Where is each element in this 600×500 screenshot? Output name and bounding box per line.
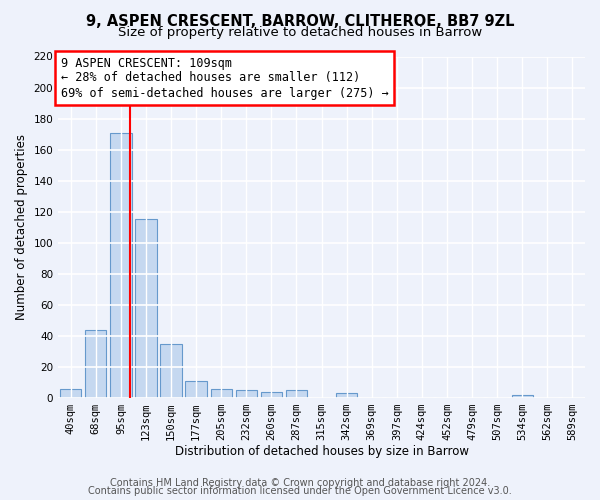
Bar: [136, 220, 157, 398]
Bar: [85, 330, 106, 398]
Text: 9 ASPEN CRESCENT: 109sqm
← 28% of detached houses are smaller (112)
69% of semi-: 9 ASPEN CRESCENT: 109sqm ← 28% of detach…: [61, 56, 388, 100]
Bar: [236, 390, 257, 398]
Bar: [286, 390, 307, 398]
Y-axis label: Number of detached properties: Number of detached properties: [15, 134, 28, 320]
Bar: [211, 388, 232, 398]
Bar: [60, 388, 82, 398]
Bar: [110, 132, 131, 398]
Text: Size of property relative to detached houses in Barrow: Size of property relative to detached ho…: [118, 26, 482, 39]
Text: Contains public sector information licensed under the Open Government Licence v3: Contains public sector information licen…: [88, 486, 512, 496]
X-axis label: Distribution of detached houses by size in Barrow: Distribution of detached houses by size …: [175, 444, 469, 458]
Bar: [185, 381, 207, 398]
Bar: [160, 344, 182, 398]
Text: Contains HM Land Registry data © Crown copyright and database right 2024.: Contains HM Land Registry data © Crown c…: [110, 478, 490, 488]
Text: 9, ASPEN CRESCENT, BARROW, CLITHEROE, BB7 9ZL: 9, ASPEN CRESCENT, BARROW, CLITHEROE, BB…: [86, 14, 514, 29]
Bar: [336, 394, 358, 398]
Bar: [261, 392, 282, 398]
Bar: [512, 395, 533, 398]
